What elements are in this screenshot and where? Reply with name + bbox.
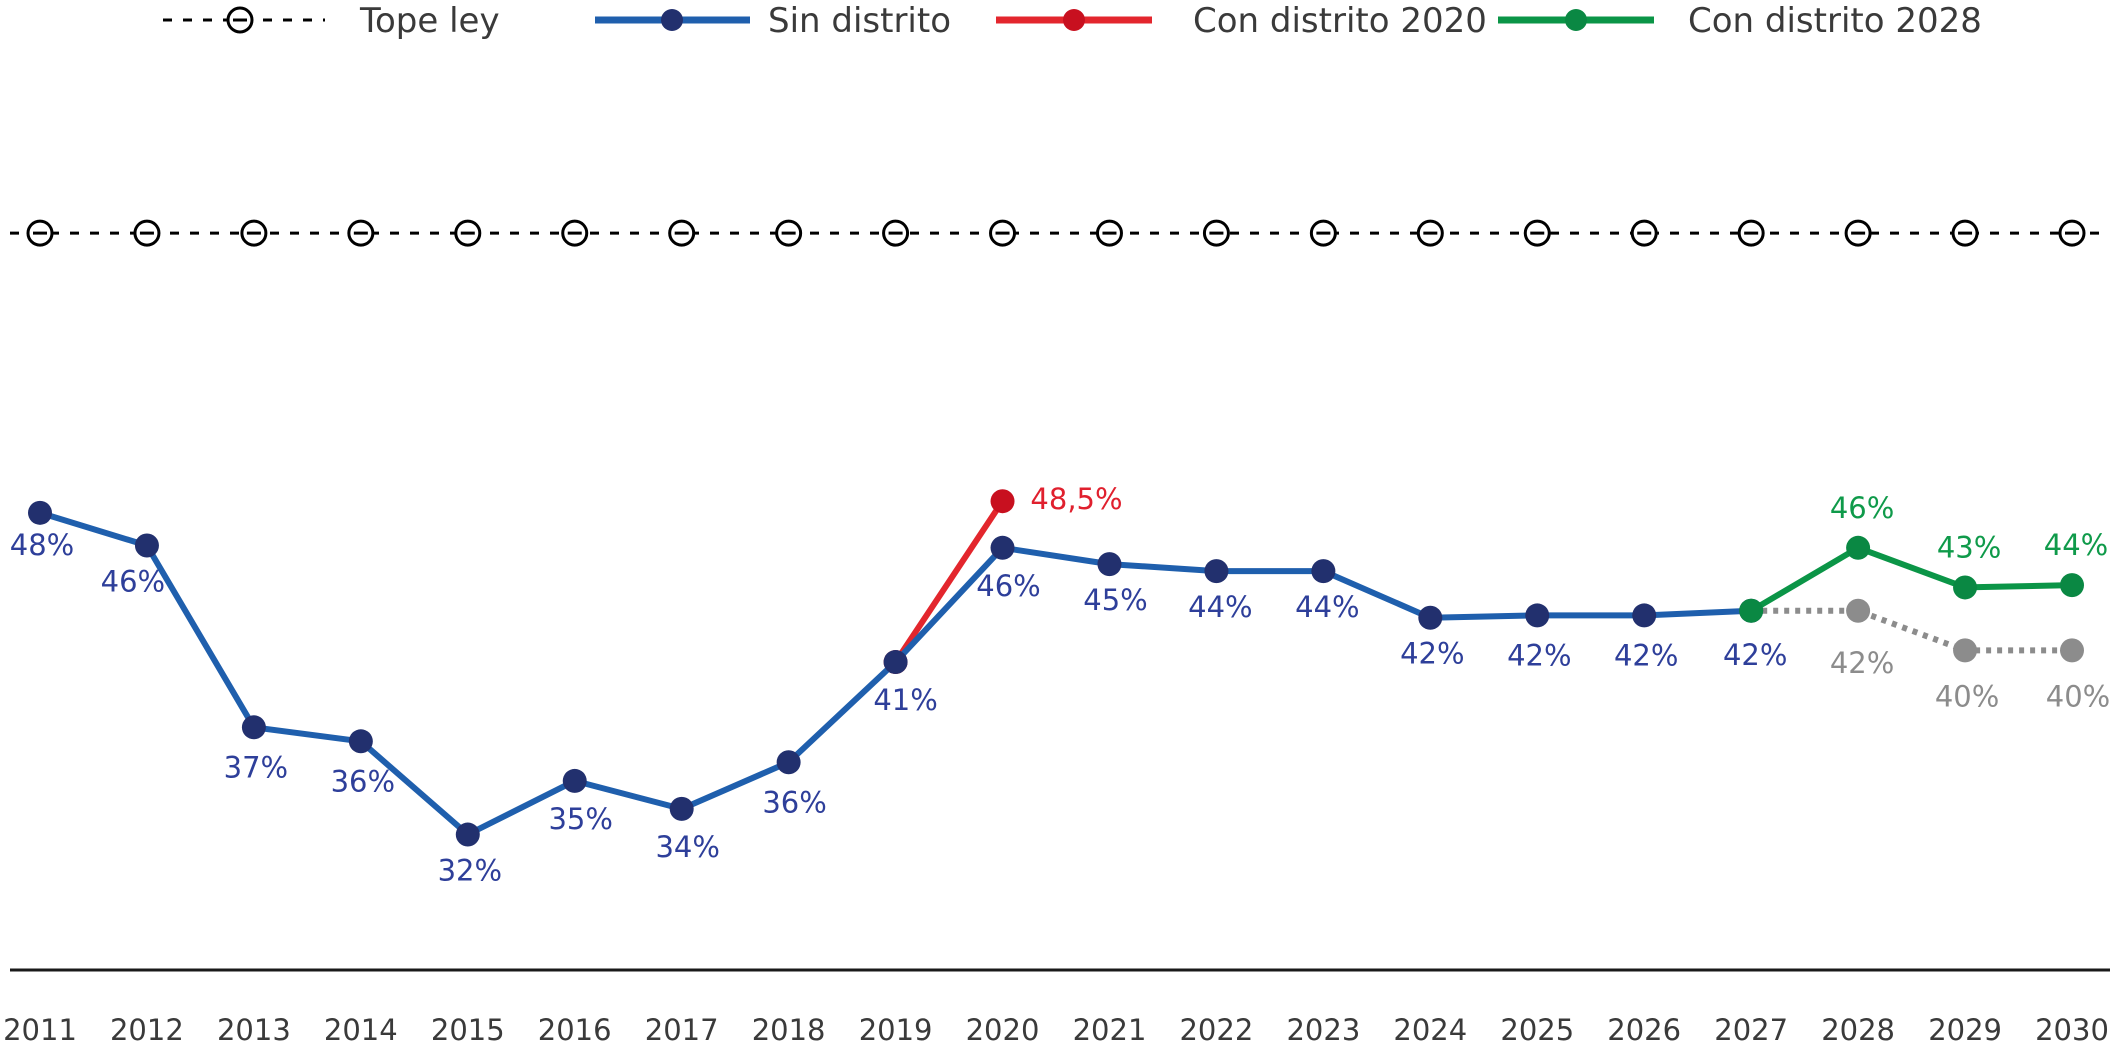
x-tick-2023: 2023: [1286, 1013, 1360, 1047]
legend-c2020-label: Con distrito 2020: [1193, 1, 1487, 41]
point-sin-2017: [669, 796, 694, 821]
point-sin-2019: [883, 650, 908, 675]
data-label-c2020-2020: 48,5%: [1030, 482, 1122, 516]
point-sin-2012: [134, 533, 159, 558]
point-gris-2029: [1953, 638, 1978, 663]
data-label-gris-2029: 40%: [1935, 679, 1999, 713]
series-line-c2020: [892, 498, 1006, 665]
data-label-sin-2015: 32%: [438, 854, 502, 888]
x-tick-2020: 2020: [966, 1013, 1040, 1047]
data-label-sin-2012: 46%: [101, 565, 165, 599]
point-sin-2015: [455, 822, 480, 847]
point-c2028-2030: [2060, 573, 2084, 598]
point-c2028-2027: [1739, 598, 1764, 623]
data-label-sin-2019: 41%: [873, 683, 937, 717]
x-tick-2027: 2027: [1714, 1013, 1788, 1047]
x-tick-2028: 2028: [1821, 1013, 1895, 1047]
data-label-sin-2011: 48%: [10, 528, 74, 562]
series-line-c2028: [1748, 544, 2075, 614]
point-sin-2018: [776, 750, 801, 775]
x-tick-2025: 2025: [1500, 1013, 1574, 1047]
legend: Tope ley Sin distrito Con distrito 2020 …: [163, 1, 1982, 41]
x-tick-2024: 2024: [1393, 1013, 1467, 1047]
x-tick-2014: 2014: [324, 1013, 398, 1047]
data-label-gris-2028: 42%: [1830, 646, 1894, 680]
legend-sin-label: Sin distrito: [768, 1, 951, 41]
x-tick-2013: 2013: [217, 1013, 291, 1047]
point-sin-2026: [1632, 603, 1657, 628]
x-tick-2021: 2021: [1073, 1013, 1147, 1047]
data-label-sin-2025: 42%: [1507, 638, 1571, 672]
x-tick-2026: 2026: [1607, 1013, 1681, 1047]
data-label-sin-2022: 44%: [1188, 590, 1252, 624]
legend-sin-marker: [661, 9, 683, 31]
x-tick-2011: 2011: [3, 1013, 77, 1047]
data-label-sin-2018: 36%: [762, 785, 826, 819]
data-label-sin-2027: 42%: [1723, 638, 1787, 672]
data-label-c2028-2029: 43%: [1937, 530, 2001, 564]
x-tick-2022: 2022: [1179, 1013, 1253, 1047]
point-sin-2023: [1311, 559, 1336, 584]
data-label-sin-2017: 34%: [655, 830, 719, 864]
data-label-sin-2020: 46%: [976, 569, 1040, 603]
point-sin-2020: [990, 535, 1015, 560]
point-gris-2030: [2060, 638, 2084, 663]
series-line-gris: [1751, 607, 2072, 654]
data-label-sin-2024: 42%: [1400, 637, 1464, 671]
point-sin-2022: [1204, 559, 1229, 584]
point-c2020-2020: [990, 489, 1015, 514]
point-sin-2025: [1525, 603, 1550, 628]
data-label-c2028-2030: 44%: [2044, 528, 2108, 562]
point-gris-2028: [1846, 598, 1871, 623]
x-tick-2017: 2017: [645, 1013, 719, 1047]
legend-c2028-label: Con distrito 2028: [1688, 1, 1982, 41]
point-sin-2024: [1418, 605, 1443, 630]
data-label-c2028-2028: 46%: [1830, 491, 1894, 525]
x-tick-2030: 2030: [2035, 1013, 2109, 1047]
x-axis-ticks: 2011 2012 2013 2014 2015 2016 2017 2018 2019 2020…: [3, 1013, 2109, 1047]
legend-c2028-marker: [1565, 9, 1587, 31]
data-label-sin-2023: 44%: [1295, 590, 1359, 624]
data-label-sin-2021: 45%: [1083, 583, 1147, 617]
point-c2028-2028: [1846, 535, 1871, 560]
point-sin-2013: [241, 715, 266, 740]
x-tick-2012: 2012: [110, 1013, 184, 1047]
x-tick-2015: 2015: [431, 1013, 505, 1047]
point-sin-2016: [562, 768, 587, 793]
x-tick-2016: 2016: [538, 1013, 612, 1047]
x-tick-2029: 2029: [1928, 1013, 2002, 1047]
point-sin-2014: [348, 729, 373, 754]
point-sin-2021: [1097, 552, 1122, 577]
legend-tope-label: Tope ley: [359, 1, 500, 41]
data-label-sin-2014: 36%: [331, 764, 395, 798]
point-c2028-2029: [1953, 575, 1978, 600]
data-label-sin-2013: 37%: [224, 750, 288, 784]
plot-area: 42% 40% 40% 48,5% 48% 46% 37% 36% 32% 35% 34% 36% 41…: [10, 219, 2110, 888]
x-tick-2019: 2019: [859, 1013, 933, 1047]
legend-c2020-marker: [1063, 9, 1085, 31]
x-tick-2018: 2018: [752, 1013, 826, 1047]
data-label-sin-2016: 35%: [548, 802, 612, 836]
data-label-gris-2030: 40%: [2046, 679, 2110, 713]
data-label-sin-2026: 42%: [1614, 638, 1678, 672]
point-sin-2011: [28, 500, 52, 525]
